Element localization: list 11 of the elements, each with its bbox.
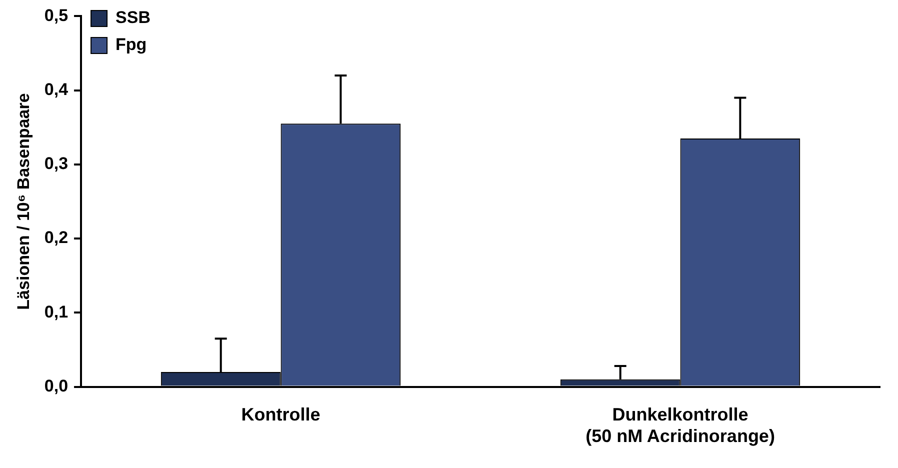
x-tick-label: Kontrolle bbox=[241, 404, 320, 425]
y-tick-label: 0,1 bbox=[44, 302, 68, 322]
y-tick-label: 0,3 bbox=[44, 154, 68, 174]
y-tick-label: 0,5 bbox=[44, 6, 68, 25]
y-tick-label: 0,2 bbox=[44, 228, 68, 248]
x-tick-label: Dunkelkontrolle (50 nM Acridinorange) bbox=[586, 404, 775, 446]
y-tick-label: 0,0 bbox=[44, 376, 68, 396]
y-axis-title: Läsionen / 10⁶ Basenpaare bbox=[14, 93, 33, 310]
legend-label: Fpg bbox=[116, 35, 147, 54]
legend-label: SSB bbox=[116, 8, 150, 28]
y-tick-label: 0,4 bbox=[44, 80, 69, 100]
